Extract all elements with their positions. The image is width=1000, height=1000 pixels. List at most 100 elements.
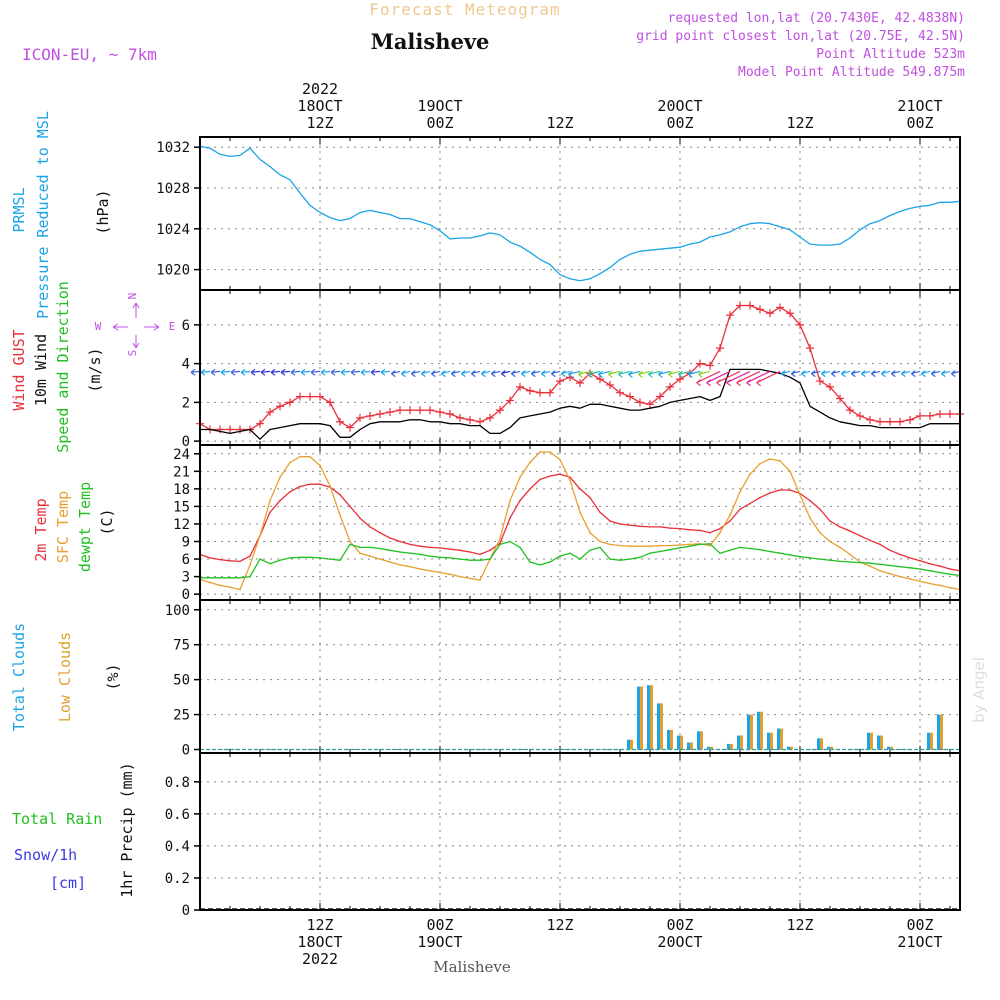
sfc-temp-point xyxy=(569,479,571,481)
wind-direction-arrow xyxy=(726,370,751,387)
sfc-temp-point xyxy=(419,568,421,570)
2m-temp-point xyxy=(749,502,751,505)
y-tick-label: 1020 xyxy=(156,263,190,279)
sfc-temp-point xyxy=(849,553,851,556)
wind-direction-arrow xyxy=(638,370,651,378)
wind-frame xyxy=(199,289,961,446)
cloud-panel-labels: Total Clouds Low Clouds (%) xyxy=(10,623,122,731)
top-time-label: 19OCT xyxy=(417,97,462,115)
y-tick-label: 100 xyxy=(165,603,190,619)
wind-direction-arrow xyxy=(810,370,821,378)
dewpt-temp-point xyxy=(339,559,341,562)
total-cloud-bar xyxy=(657,703,660,750)
2m-temp-point xyxy=(769,492,771,494)
total-cloud-bar xyxy=(687,742,690,750)
y-tick-label: 75 xyxy=(173,638,190,654)
2m-temp-point xyxy=(619,523,621,525)
2m-temp-point xyxy=(889,549,891,552)
gust-point xyxy=(636,398,644,407)
dewpt-temp-point xyxy=(679,547,681,549)
2m-temp-point xyxy=(899,553,901,556)
wind-direction-arrow xyxy=(320,368,331,376)
dewpt-temp-point xyxy=(479,559,481,562)
total-cloud-bar xyxy=(627,739,630,750)
sfc-temp-point xyxy=(459,575,461,578)
top-time-label: 21OCT xyxy=(897,97,942,115)
y-tick-label: 0.4 xyxy=(165,839,190,855)
pressure-panel-labels: PRMSL Pressure Reduced to MSL (hPa) xyxy=(10,111,112,319)
total-cloud-bar xyxy=(927,732,930,750)
total-cloud-bar xyxy=(757,711,760,750)
gust-point xyxy=(436,408,444,417)
low-cloud-bar xyxy=(730,743,733,750)
gust-point xyxy=(846,406,854,415)
wind-panel: 0 2 4 6 xyxy=(182,289,964,450)
wind-direction-arrow xyxy=(618,370,631,378)
wind-direction-arrow xyxy=(270,368,281,376)
sfc-temp-point xyxy=(629,545,631,548)
dewpt-temp-point xyxy=(739,546,741,549)
2m-temp-point xyxy=(429,546,431,549)
dewpt-temp-point xyxy=(889,564,891,567)
dewpt-temp-point xyxy=(569,552,571,555)
temp-dewpt-label: dewpt Temp xyxy=(76,482,94,572)
wind-direction-arrow xyxy=(190,368,201,376)
2m-temp-point xyxy=(489,549,491,552)
sfc-temp-point xyxy=(339,514,341,517)
gust-point xyxy=(316,392,324,401)
gust-point xyxy=(526,386,534,395)
sfc-temp-point xyxy=(299,455,301,458)
gust-point xyxy=(796,320,804,329)
sfc-temp-point xyxy=(579,511,581,514)
dewpt-temp-point xyxy=(249,575,251,578)
2m-temp-point xyxy=(599,511,601,514)
wind-direction-arrow xyxy=(800,370,811,378)
2m-temp-point xyxy=(249,555,251,557)
dewpt-temp-point xyxy=(499,543,501,546)
gust-point xyxy=(916,411,924,420)
gust-point xyxy=(286,398,294,407)
dewpt-temp-point xyxy=(929,569,931,572)
gust-point xyxy=(476,417,484,426)
wind-direction-arrow xyxy=(840,370,851,378)
2m-temp-point xyxy=(639,525,641,528)
2m-temp-point xyxy=(559,473,561,476)
sfc-temp-point xyxy=(359,552,361,555)
gust-point xyxy=(336,417,344,426)
2m-temp-point xyxy=(419,545,421,547)
wind-direction-arrow xyxy=(420,370,431,378)
gust-point xyxy=(926,411,934,420)
low-cloud-bar xyxy=(750,714,753,750)
sfc-temp-line xyxy=(199,451,961,591)
total-rain-label: Total Rain xyxy=(12,810,102,828)
wind-direction-arrow xyxy=(210,368,221,376)
wind-direction-arrow xyxy=(460,370,471,378)
dewpt-temp-point xyxy=(539,564,541,566)
2m-temp-point xyxy=(299,485,301,488)
y-tick-label: 21 xyxy=(173,464,190,480)
gust-point xyxy=(726,311,734,320)
bottom-time-label: 00Z xyxy=(666,916,693,934)
gust-point xyxy=(466,415,474,424)
sfc-temp-point xyxy=(429,569,431,572)
y-tick-label: 1028 xyxy=(156,181,190,197)
wind-direction-arrow xyxy=(910,370,921,378)
dewpt-temp-point xyxy=(919,568,921,570)
dewpt-temp-point xyxy=(899,565,901,568)
gust-point xyxy=(836,394,844,403)
dewpt-temp-point xyxy=(819,558,821,560)
2m-temp-point xyxy=(789,489,791,491)
sfc-temp-point xyxy=(469,577,471,580)
temperature-panel-labels: 2m Temp SFC Temp dewpt Temp (C) xyxy=(32,482,116,572)
2m-temp-point xyxy=(239,560,241,563)
2m-temp-point xyxy=(809,499,811,502)
2m-temp-point xyxy=(719,527,721,530)
2m-temp-point xyxy=(449,548,451,550)
wind-direction-arrow xyxy=(280,368,291,376)
compass-north: N xyxy=(126,293,139,300)
y-tick-label: 15 xyxy=(173,499,190,515)
sfc-temp-point xyxy=(709,544,711,547)
sfc-temp-point xyxy=(379,558,381,560)
wind-direction-arrow xyxy=(780,370,791,378)
